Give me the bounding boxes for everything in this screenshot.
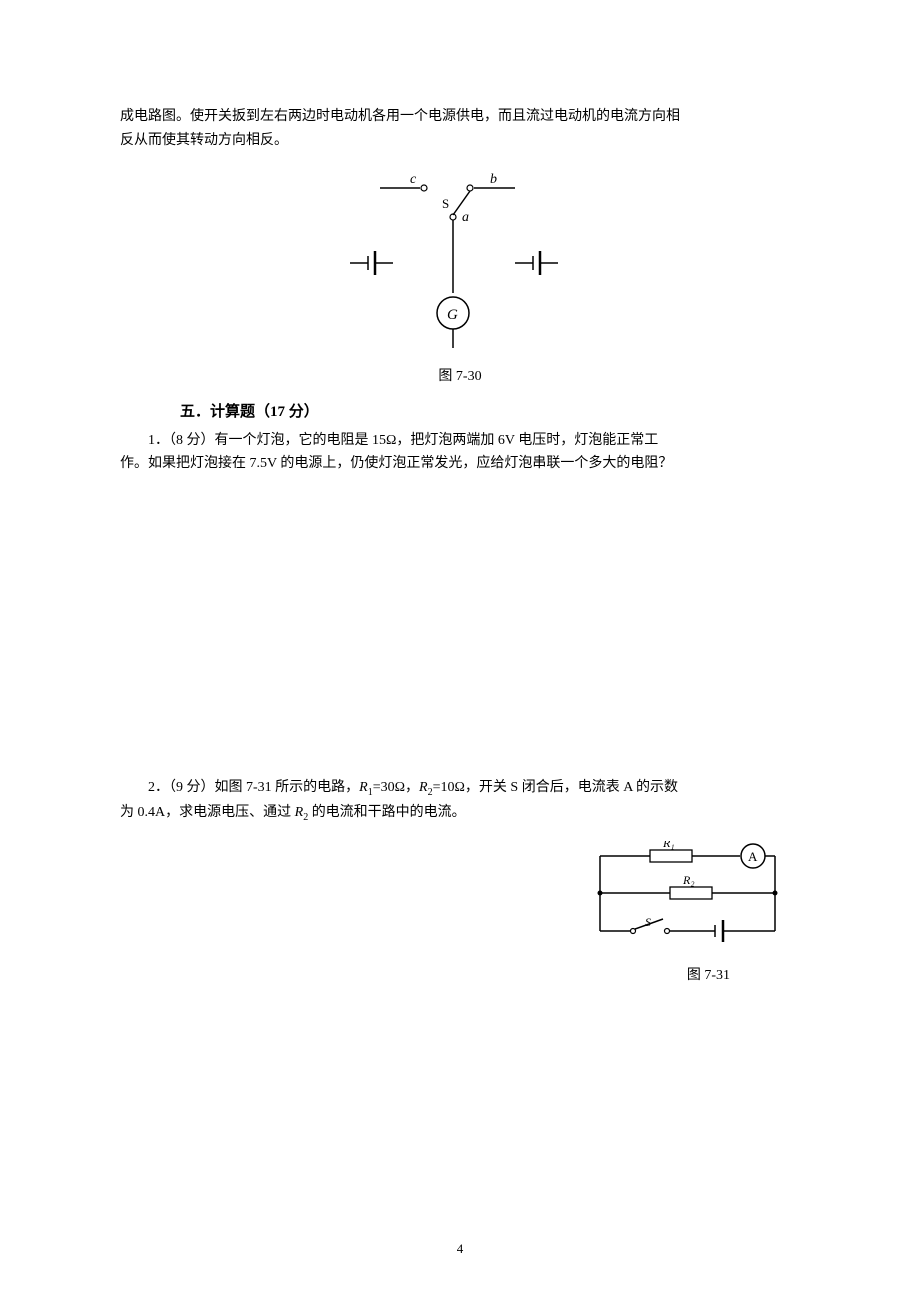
r2-label: R — [419, 780, 428, 795]
label-c: c — [410, 173, 417, 187]
r2-after: 的电流和干路中的电流。 — [308, 805, 466, 820]
page-number: 4 — [0, 1241, 920, 1257]
figure-7-31: R₁ A R₂ — [585, 841, 790, 951]
figure-7-30-caption: 图 7-30 — [120, 365, 800, 385]
problem-1-part2: 作。如果把灯泡接在 7.5V 的电源上，仍使灯泡正常发光，应给灯泡串联一个多大的… — [120, 456, 672, 471]
label-S: S — [442, 196, 449, 211]
problem-2: 2．（9 分）如图 7-31 所示的电路，R1=30Ω，R2=10Ω，开关 S … — [120, 776, 800, 826]
r2-label2: R — [295, 805, 304, 820]
label-A: A — [748, 849, 758, 864]
label-a: a — [462, 210, 469, 225]
r1-val: =30Ω， — [373, 780, 419, 795]
problem-2-part1a: 2．（9 分）如图 7-31 所示的电路， — [148, 780, 359, 795]
label-R1: R₁ — [662, 841, 675, 850]
problem-1: 1．（8 分）有一个灯泡，它的电阻是 15Ω，把灯泡两端加 6V 电压时，灯泡能… — [120, 429, 800, 477]
label-b: b — [490, 173, 497, 187]
label-R2: R₂ — [682, 873, 695, 887]
label-G: G — [447, 307, 458, 323]
figure-7-31-container: R₁ A R₂ — [120, 841, 800, 956]
header-paragraph: 成电路图。使开关扳到左右两边时电动机各用一个电源供电，而且流过电动机的电流方向相… — [120, 105, 800, 153]
r2-val: =10Ω，开关 S 闭合后，电流表 A 的示数 — [433, 780, 678, 795]
problem-1-part1: 1．（8 分）有一个灯泡，它的电阻是 15Ω，把灯泡两端加 6V 电压时，灯泡能… — [148, 433, 658, 448]
header-line2: 反从而使其转动方向相反。 — [120, 133, 288, 148]
r1-label: R — [359, 780, 368, 795]
section-5-title: 五．计算题（17 分） — [120, 400, 800, 421]
problem-2-part2a: 为 0.4A，求电源电压、通过 — [120, 805, 295, 820]
label-S2: S — [645, 915, 651, 929]
header-line1: 成电路图。使开关扳到左右两边时电动机各用一个电源供电，而且流过电动机的电流方向相 — [120, 109, 680, 124]
figure-7-31-caption: 图 7-31 — [120, 964, 800, 984]
figure-7-30-container: c b a S — [120, 173, 800, 385]
figure-7-30: c b a S — [350, 173, 570, 358]
